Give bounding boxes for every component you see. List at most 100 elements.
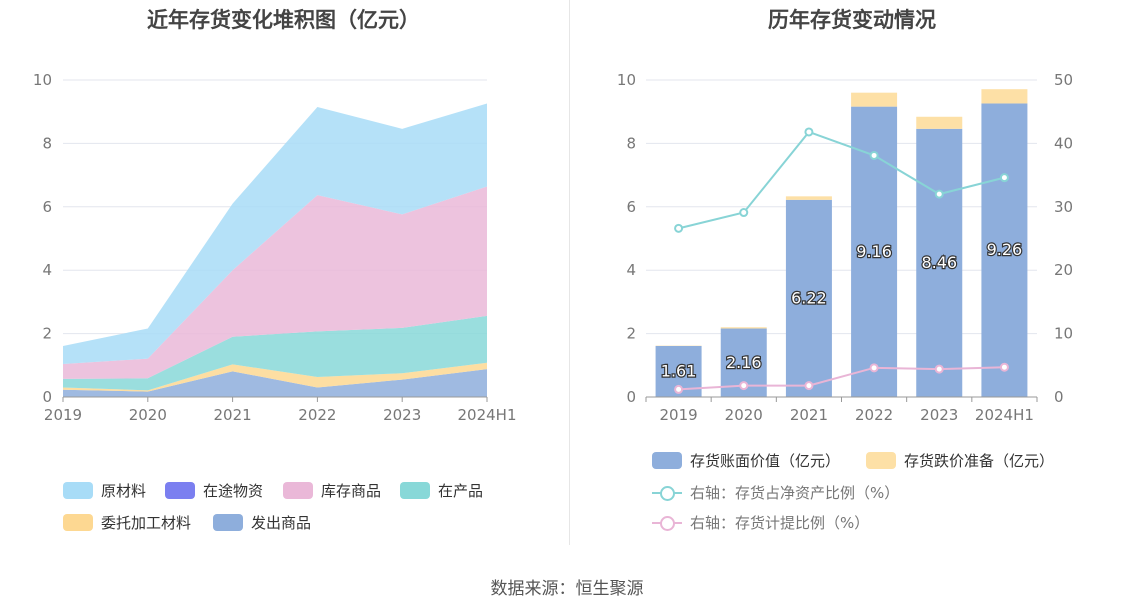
right-chart-panel: 历年存货变动情况 0 2 4 6 8 10 0 10 20 30 40 50 1.61 2.16 6.22 9… (570, 0, 1134, 545)
legend-label: 委托加工材料 (101, 514, 192, 532)
area-series-2 (63, 186, 487, 379)
line-point (934, 189, 944, 199)
bar-book-value (981, 103, 1028, 397)
bar-data-label: 8.46 (921, 253, 957, 272)
legend-label: 存货跌价准备（亿元） (904, 452, 1055, 470)
line-point (739, 381, 749, 391)
bar-book-value (785, 199, 832, 397)
bar-book-value (916, 128, 963, 397)
y-tick-label: 4 (626, 261, 636, 279)
line-point (869, 363, 879, 373)
legend-label: 右轴：存货计提比例（%） (690, 514, 870, 532)
right-chart-title: 历年存货变动情况 (768, 8, 936, 32)
y2-tick-label: 40 (1054, 134, 1073, 152)
legend-swatch (165, 482, 195, 499)
legend-swatch (63, 482, 93, 499)
legend-item[interactable]: 在产品 (400, 480, 483, 501)
x-tick-label: 2024H1 (975, 406, 1034, 424)
y-tick-label: 2 (626, 325, 636, 343)
legend-item[interactable]: 原材料 (63, 480, 146, 501)
legend-label: 库存商品 (321, 482, 382, 500)
legend-item[interactable]: 存货账面价值（亿元） (652, 450, 840, 471)
legend-label: 在途物资 (203, 482, 264, 500)
bar-provision (720, 327, 767, 329)
legend-item[interactable]: 右轴：存货计提比例（%） (652, 512, 869, 533)
bar-provision (916, 116, 963, 129)
left-chart-svg: 0 2 4 6 8 10 2019 2020 2021 2022 2023 2024H1 (33, 71, 517, 424)
bar-data-label: 2.16 (726, 353, 762, 372)
y-tick-label: 0 (42, 388, 52, 406)
legend-label: 在产品 (438, 482, 484, 500)
x-tick-label: 2022 (298, 406, 336, 424)
legend-item[interactable]: 在途物资 (165, 480, 263, 501)
x-tick-label: 2023 (383, 406, 421, 424)
legend-swatch (652, 514, 682, 531)
data-source-note: 数据来源：恒生聚源 (490, 579, 644, 599)
bar-provision (851, 92, 898, 107)
bar-data-label: 9.16 (856, 242, 892, 261)
x-tick-label: 2020 (129, 406, 167, 424)
line-point (804, 127, 814, 137)
bar-data-label: 1.61 (661, 361, 697, 380)
legend-item[interactable]: 库存商品 (283, 480, 381, 501)
x-tick-label: 2021 (214, 406, 252, 424)
area-series-3 (63, 315, 487, 391)
legend-label: 发出商品 (251, 514, 312, 532)
legend-label: 存货账面价值（亿元） (690, 452, 841, 470)
line-point (934, 364, 944, 374)
line-series-2 (678, 130, 1005, 230)
area-series-5 (63, 369, 487, 397)
line-series-3 (678, 366, 1005, 391)
legend-swatch (652, 452, 682, 469)
legend-label: 原材料 (101, 482, 147, 500)
y-tick-label: 2 (42, 325, 52, 343)
y2-tick-label: 30 (1054, 198, 1073, 216)
legend-swatch (283, 482, 313, 499)
y-tick-label: 8 (42, 134, 52, 152)
legend-swatch (400, 482, 430, 499)
legend-item[interactable]: 右轴：存货占净资产比例（%） (652, 482, 899, 503)
right-chart-svg: 0 2 4 6 8 10 0 10 20 30 40 50 1.61 2.16 6.22 9.16 8.46 9.… (617, 71, 1073, 424)
y-tick-label: 4 (42, 261, 52, 279)
x-tick-label: 2020 (725, 406, 763, 424)
legend-swatch (866, 452, 896, 469)
left-chart-title: 近年存货变化堆积图（亿元） (147, 8, 420, 32)
x-tick-label: 2022 (855, 406, 893, 424)
legend-item[interactable]: 发出商品 (213, 512, 311, 533)
y-tick-label: 6 (42, 198, 52, 216)
x-tick-label: 2019 (44, 406, 82, 424)
legend-swatch (63, 514, 93, 531)
x-tick-label: 2021 (790, 406, 828, 424)
line-point (674, 223, 684, 233)
x-tick-label: 2024H1 (458, 406, 517, 424)
line-point (739, 208, 749, 218)
legend-label: 右轴：存货占净资产比例（%） (690, 484, 900, 502)
y-tick-label: 8 (626, 134, 636, 152)
x-tick-label: 2023 (920, 406, 958, 424)
legend-swatch (652, 484, 682, 501)
left-chart-panel: 近年存货变化堆积图（亿元） 0 2 4 6 8 10 2019 2020 2021 2022 202… (0, 0, 567, 545)
line-point (674, 384, 684, 394)
y2-tick-label: 0 (1054, 388, 1064, 406)
bar-data-label: 9.26 (987, 240, 1023, 259)
legend-swatch (213, 514, 243, 531)
y-tick-label: 6 (626, 198, 636, 216)
y-tick-label: 0 (626, 388, 636, 406)
x-tick-label: 2019 (659, 406, 697, 424)
line-point (999, 362, 1009, 372)
bar-data-label: 6.22 (791, 288, 827, 307)
legend-item[interactable]: 委托加工材料 (63, 512, 191, 533)
line-point (804, 381, 814, 391)
legend-item[interactable]: 存货跌价准备（亿元） (866, 450, 1054, 471)
area-series-4 (63, 362, 487, 392)
line-point (869, 150, 879, 160)
y2-tick-label: 10 (1054, 325, 1073, 343)
panel-divider (569, 0, 570, 545)
y-tick-label: 10 (33, 71, 52, 89)
y2-tick-label: 20 (1054, 261, 1073, 279)
bar-provision (981, 89, 1028, 104)
area-series-0 (63, 103, 487, 365)
y2-tick-label: 50 (1054, 71, 1073, 89)
bar-provision (785, 196, 832, 200)
line-point (999, 173, 1009, 183)
